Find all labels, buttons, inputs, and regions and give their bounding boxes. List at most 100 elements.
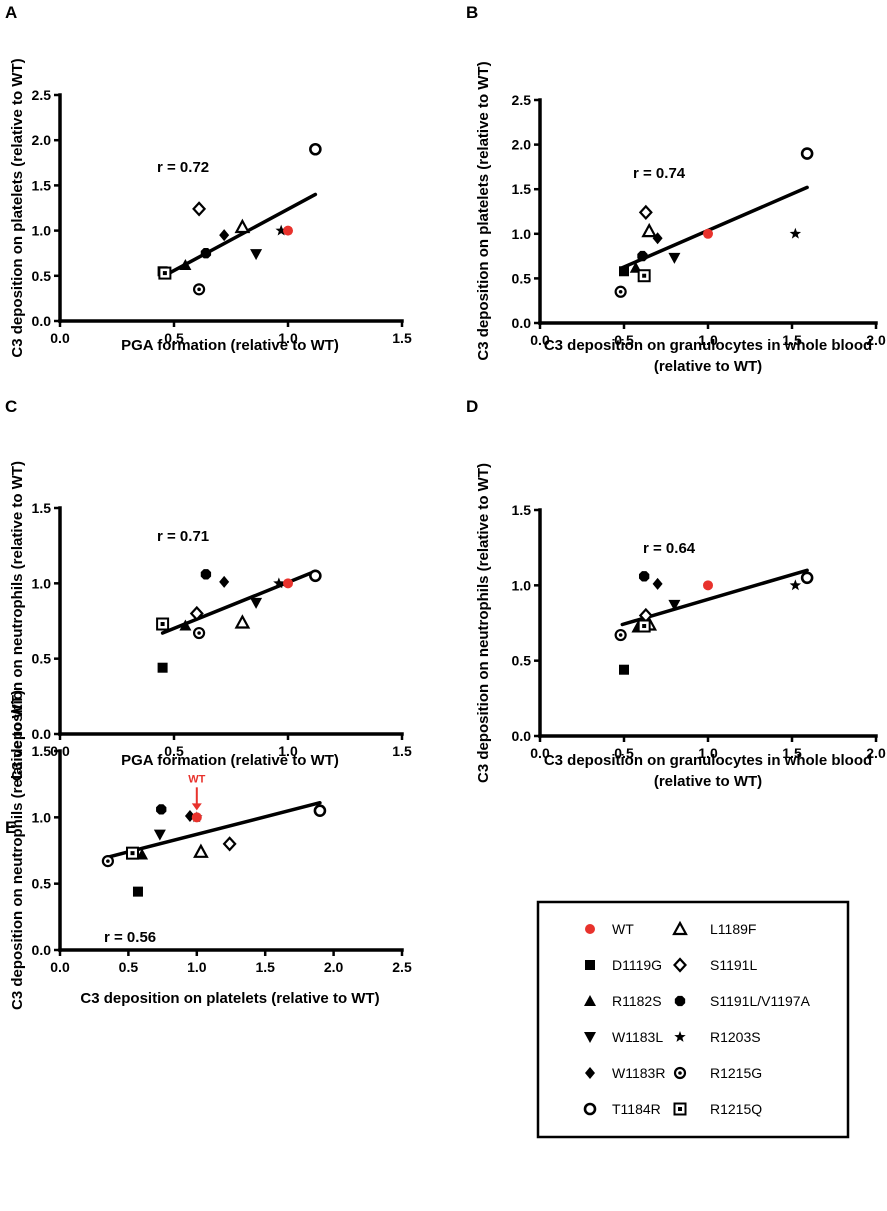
x-tick-label-e: 1.0 [187,959,207,975]
panel-letter-b: B [466,3,478,22]
point-e-s1191l-v1197a [156,804,167,815]
y-tick-label-a: 2.0 [32,132,52,148]
point-a-t1184r [309,142,322,156]
legend-box [536,900,850,1139]
panel-letter-d: D [466,397,478,416]
x-tick-label-a: 0.5 [164,330,184,346]
point-c-r1203s [273,577,285,589]
point-c-s1191l-v1197a [200,569,212,580]
point-c-t1184r [309,569,322,583]
panel-letter-c: C [5,397,17,416]
legend-marker-d1119g [585,960,595,970]
y-tick-label-b: 1.5 [512,181,532,197]
point-e-r1215q-inner [130,851,135,856]
point-d-t1184r [800,571,814,585]
x-tick-label-e: 2.5 [392,959,412,975]
y-tick-label-c: 1.0 [32,575,52,591]
point-e-l1189f [193,843,209,858]
legend-marker-r1215g [673,1066,687,1080]
point-a-wt [283,225,293,236]
legend-marker-r1215q [673,1102,687,1116]
point-c-r1215g-dot [197,631,201,635]
legend-marker-r1182s [584,995,596,1006]
legend-label-s1191l: S1191L [710,957,757,973]
legend-item-w1183r: W1183R [585,1065,665,1081]
x-tick-label-d: 0.0 [530,745,550,761]
y-tick-label-a: 2.5 [32,87,52,103]
legend-marker-s1191l-v1197a [674,995,686,1007]
x-tick-label-b: 1.5 [782,332,802,348]
x-tick-label-e: 0.5 [119,959,139,975]
x-axis-label-d: C3 deposition on granulocytes in whole b… [544,752,872,769]
point-e-d1119g [132,886,143,897]
x-tick-label-e: 2.0 [324,959,344,975]
legend-label-w1183l: W1183L [612,1029,663,1045]
point-b-r1215q [637,269,651,283]
point-b-t1184r [800,147,814,160]
point-d-s1191l-v1197a [638,571,650,582]
legend-item-r1182s: R1182S [584,993,662,1009]
regression-line-a [160,192,318,279]
point-e-r1215g-dot [106,859,110,863]
point-c-r1182s [179,619,192,631]
x-tick-label-e: 1.5 [255,959,275,975]
point-b-d1119g [619,266,629,277]
x-axis-label-b: (relative to WT) [654,358,762,375]
point-b-r1215g [614,285,627,298]
x-tick-label-c: 1.0 [278,743,298,759]
legend-item-wt: WT [585,921,634,937]
legend-marker-w1183r [585,1067,595,1079]
r-value-d: r = 0.64 [643,540,696,557]
y-tick-label-a: 0.0 [32,313,52,329]
x-axis-label-e: C3 deposition on platelets (relative to … [80,990,379,1007]
y-tick-label-e: 1.5 [32,743,52,759]
legend: WT L1189F D1119G S1191L R1182S S1191L/V1197A W… [536,900,850,1139]
point-a-r1203s [275,224,287,236]
legend-item-l1189f: L1189F [672,920,756,937]
point-a-w1183l [250,249,263,261]
x-tick-label-a: 1.0 [278,330,298,346]
legend-item-r1215q: R1215Q [673,1101,762,1117]
legend-item-r1203s: R1203S [674,1029,761,1045]
x-tick-label-b: 2.0 [866,332,886,348]
panel-a: A 0.0 0.5 1.0 1.5 2.0 2.5 0.0 0.5 1.0 1.5 PGA forma… [5,3,412,358]
r-value-b: r = 0.74 [633,165,686,182]
legend-marker-r1215g-dot [678,1071,682,1075]
y-tick-label-e: 0.5 [32,876,52,892]
point-d-r1215q-inner [642,624,647,629]
point-c-r1215g [192,626,206,640]
legend-marker-r1203s [674,1031,686,1042]
point-b-r1215q-inner [642,273,647,278]
point-a-s1191l-v1197a [200,248,212,259]
point-c-w1183r [219,575,230,588]
r-value-e: r = 0.56 [104,929,156,946]
wt-arrow-head [191,803,202,811]
point-d-wt [703,580,713,591]
legend-label-r1215q: R1215Q [710,1101,762,1117]
y-tick-label-a: 1.0 [32,223,52,239]
x-tick-label-b: 0.5 [614,332,634,348]
point-e-r1215q [126,846,140,860]
y-axis-label-a: C3 deposition on platelets (relative to … [9,58,26,357]
point-a-s1191l [192,201,207,217]
point-a-r1182s [179,258,192,270]
legend-item-s1191l-v1197a: S1191L/V1197A [674,993,811,1009]
point-d-r1215g-dot [618,633,623,637]
point-b-r1203s [789,227,802,239]
panel-e: E0.00.51.01.50.0 0.5 1.0 1.5 2.0 2.5C3 deposi… [5,690,412,1010]
x-tick-label-e: 0.0 [50,959,70,975]
panel-d: D0.00.51.01.50.0 0.5 1.0 1.5 2.0C3 depositio… [466,397,886,790]
x-axis-label-a: PGA formation (relative to WT) [121,337,339,354]
point-c-wt [283,578,293,589]
regression-line-e [106,800,322,859]
point-d-d1119g [619,664,629,675]
point-d-w1183r [652,577,663,590]
y-tick-label-d: 0.0 [512,728,532,744]
y-axis-label-d: C3 deposition on neutrophils (relative t… [475,463,492,783]
point-e-wt [191,812,202,823]
legend-item-r1215g: R1215G [673,1065,762,1081]
legend-marker-l1189f [672,920,688,936]
point-d-r1215q [637,619,651,633]
